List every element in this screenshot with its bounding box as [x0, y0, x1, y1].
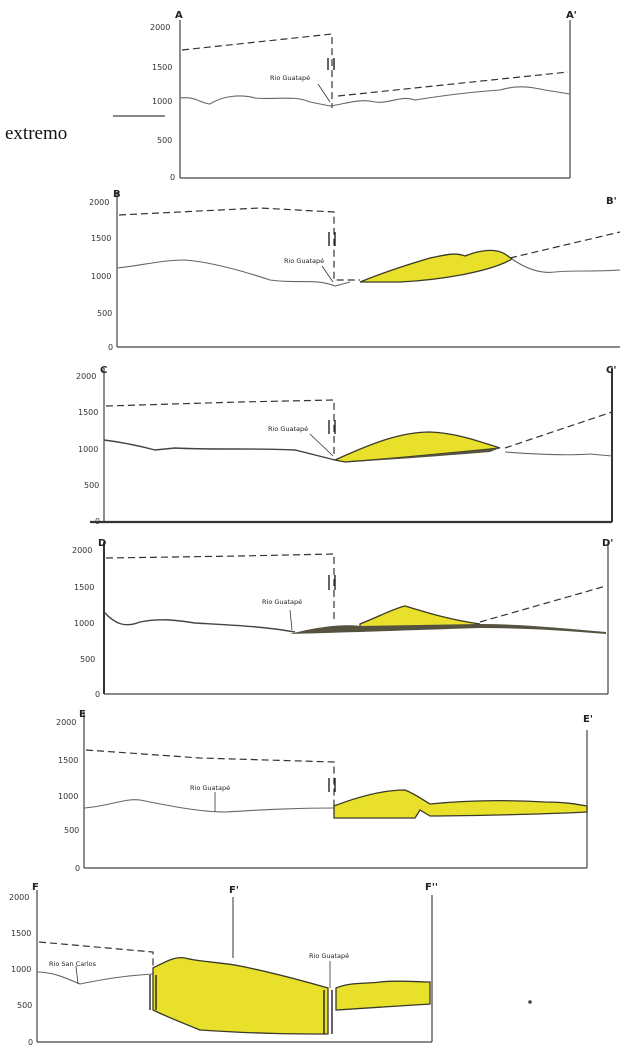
section-c-tick-0: 0 [95, 517, 100, 526]
section-a-tick-500: 500 [157, 136, 172, 145]
section-e: E E' 2000 1500 1000 500 0 Rio Guatapé [56, 709, 593, 873]
section-f: F F' F'' 2000 1500 1000 500 0 Rio San Ca… [9, 882, 532, 1046]
section-f-river2-label: Rio San Carlos [49, 960, 97, 968]
section-c-river-label: Rio Guatapé [268, 425, 308, 433]
section-d-end-label: D' [602, 538, 613, 549]
section-d: D D' 2000 1500 1000 500 0 Rio Guatapé [72, 538, 613, 699]
section-a-river-leader [317, 83, 331, 103]
section-f-main-deposit [152, 956, 329, 1035]
section-a-tick-0: 0 [170, 173, 175, 182]
section-d-river-leader [289, 609, 293, 631]
section-b-tick-2000: 2000 [89, 198, 109, 207]
section-e-tick-500: 500 [64, 826, 79, 835]
section-d-tick-0: 0 [95, 690, 100, 699]
section-b-river-leader [321, 265, 334, 283]
section-b-tick-500: 500 [97, 309, 112, 318]
section-c: C C' 2000 1500 1000 500 0 Rio Guatapé [76, 365, 616, 526]
section-f-end-label: F'' [425, 882, 438, 893]
section-a-river-label: Rio Guatapé [270, 74, 310, 82]
section-b-fault-mark [328, 232, 336, 246]
side-label: extremo [5, 123, 67, 144]
section-f-topography-left [36, 971, 154, 985]
section-a-tick-2000: 2000 [150, 23, 170, 32]
section-b-projected-surface [118, 207, 621, 281]
section-e-topography-left [83, 799, 335, 813]
section-b-tick-1000: 1000 [91, 272, 111, 281]
section-f-tick-1000: 1000 [11, 965, 31, 974]
section-c-tick-2000: 2000 [76, 372, 96, 381]
section-b-tick-1500: 1500 [91, 234, 111, 243]
section-f-mid-label: F' [229, 885, 239, 896]
section-a-tick-1500: 1500 [152, 63, 172, 72]
section-e-end-label: E' [583, 714, 593, 725]
section-a: A A' 2000 1500 1000 500 0 Rio Guatapé [150, 10, 577, 182]
section-f-fault-marks [149, 975, 333, 1034]
section-b-deposit [359, 249, 514, 283]
section-c-tick-1000: 1000 [78, 445, 98, 454]
section-b-tick-0: 0 [108, 343, 113, 352]
section-b-river-label: Rio Guatapé [284, 257, 324, 265]
section-e-tick-2000: 2000 [56, 718, 76, 727]
section-d-projected-surface [105, 553, 607, 623]
section-e-deposit [333, 789, 588, 819]
section-d-river-label: Rio Guatapé [262, 598, 302, 606]
section-f-projected-surface [38, 941, 154, 968]
section-b-start-label: B [113, 189, 121, 200]
section-f-right-deposit [335, 980, 431, 1011]
section-c-tick-1500: 1500 [78, 408, 98, 417]
section-e-start-label: E [79, 709, 86, 720]
section-f-tick-0: 0 [28, 1038, 33, 1046]
section-c-fault-mark [328, 420, 336, 434]
section-c-projected-surface [105, 399, 613, 455]
section-e-tick-1000: 1000 [58, 792, 78, 801]
section-c-topography-left [103, 439, 336, 461]
section-d-dark-layer [290, 624, 606, 634]
section-a-end-label: A' [566, 10, 577, 21]
section-f-river2-leader [75, 965, 79, 985]
section-e-projected-surface [85, 749, 335, 806]
section-d-tick-500: 500 [80, 655, 95, 664]
section-c-tick-500: 500 [84, 481, 99, 490]
section-c-start-label: C [100, 365, 107, 376]
section-c-river-leader [309, 433, 334, 457]
section-b-topography-left [116, 259, 351, 287]
section-d-start-label: D [98, 538, 106, 549]
section-e-fault-mark [328, 778, 336, 792]
section-f-tick-1500: 1500 [11, 929, 31, 938]
section-a-topography [179, 86, 571, 107]
section-a-tick-1000: 1000 [152, 97, 172, 106]
section-f-start-label: F [32, 882, 39, 893]
section-d-tick-1500: 1500 [74, 583, 94, 592]
section-d-fault-mark [328, 575, 336, 590]
section-a-fault-mark [327, 58, 335, 70]
section-d-topography-left [103, 611, 296, 633]
section-f-tick-500: 500 [17, 1001, 32, 1010]
section-a-start-label: A [175, 10, 183, 21]
section-b-end-label: B' [606, 196, 617, 207]
section-c-end-label: C' [606, 365, 616, 376]
section-c-topography-right [504, 451, 613, 457]
section-f-river-label: Rio Guatapé [309, 952, 349, 960]
section-e-tick-0: 0 [75, 864, 80, 873]
section-a-projected-surface [181, 33, 569, 108]
section-b: B B' 2000 1500 1000 500 0 Rio Guatapé [89, 189, 621, 352]
section-d-tick-2000: 2000 [72, 546, 92, 555]
section-b-topography-right [511, 258, 621, 273]
section-f-tick-2000: 2000 [9, 893, 29, 902]
section-d-tick-1000: 1000 [74, 619, 94, 628]
section-e-tick-1500: 1500 [58, 756, 78, 765]
section-c-deposit [332, 431, 501, 463]
stray-dot [528, 1000, 532, 1004]
section-e-river-label: Rio Guatapé [190, 784, 230, 792]
